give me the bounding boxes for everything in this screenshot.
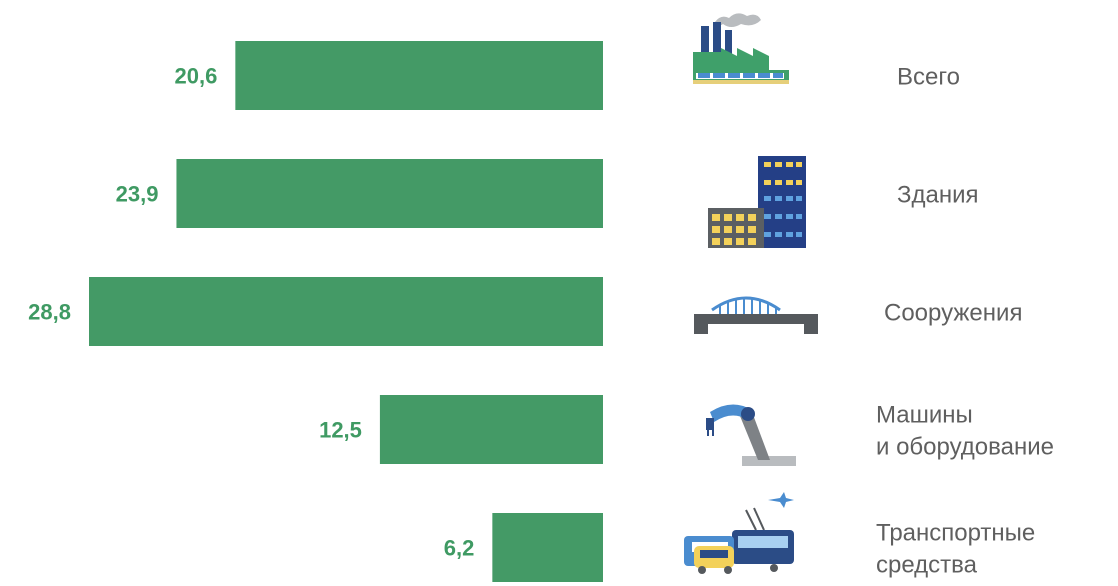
value-label-3: 12,5 [319,418,362,443]
value-label-1: 23,9 [116,182,159,207]
category-label-1-0: Здания [897,182,979,209]
transport-icon [683,491,795,575]
robot-arm-icon [705,403,797,467]
category-label-4-1: средства [876,552,978,579]
value-label-2: 28,8 [28,300,71,325]
bar-3 [379,395,603,464]
factory-icon [692,12,790,85]
bar-1 [176,159,603,228]
value-label-0: 20,6 [175,64,218,89]
buildings-icon [708,156,806,248]
category-label-4-0: Транспортные [876,520,1035,547]
category-label-0-0: Всего [897,64,960,91]
value-label-4: 6,2 [444,536,475,561]
bar-0 [235,41,603,110]
bar-2 [89,277,603,346]
category-label-3-1: и оборудование [876,434,1054,461]
bridge-icon [692,296,820,336]
category-label-2-0: Сооружения [884,300,1022,327]
category-label-3-0: Машины [876,402,973,429]
bar-4 [492,513,603,582]
